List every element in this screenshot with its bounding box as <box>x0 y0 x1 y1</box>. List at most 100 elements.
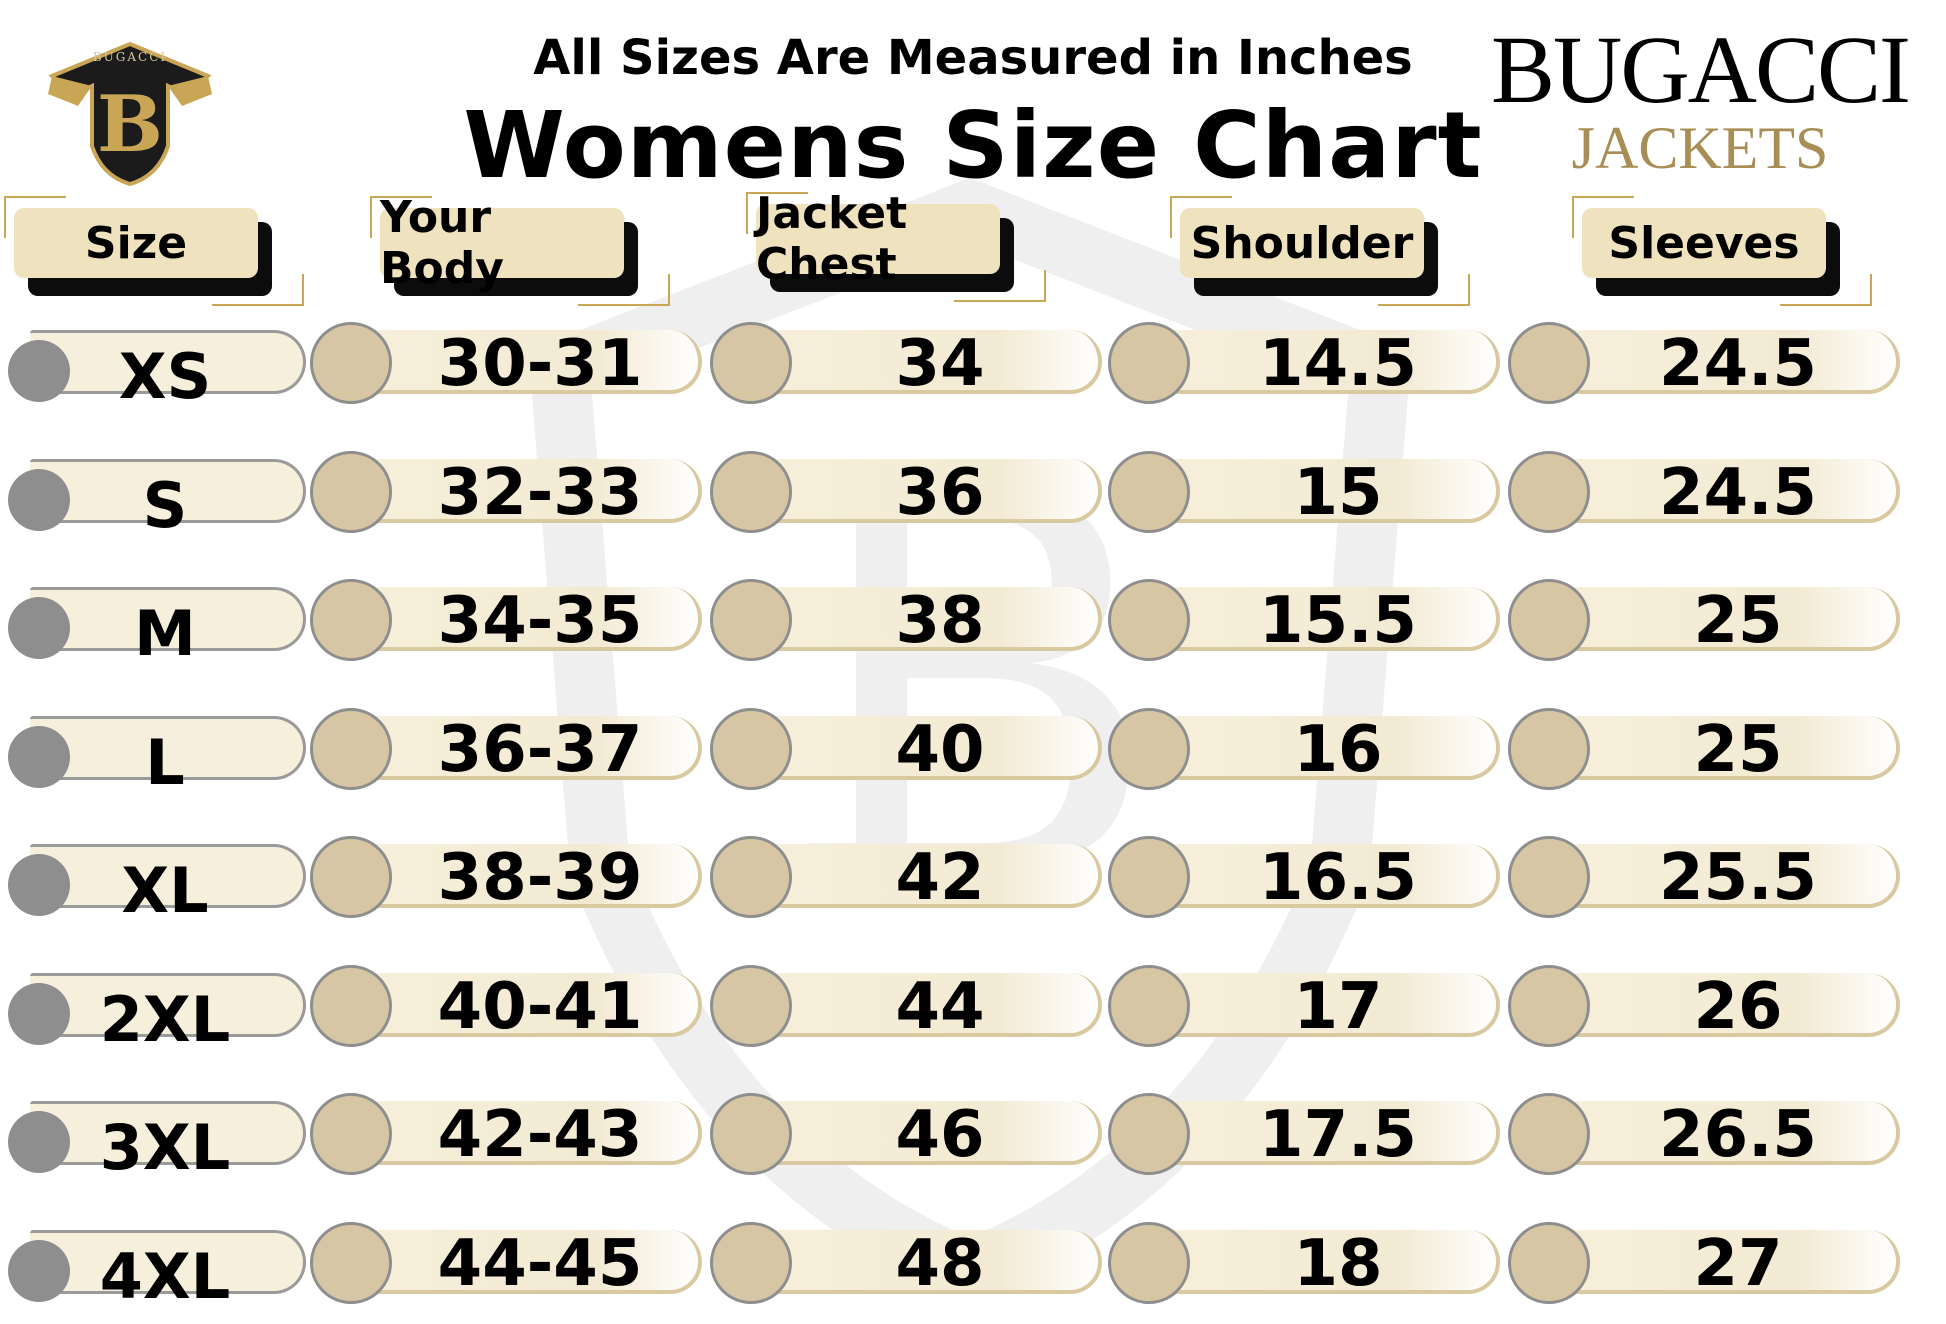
value-label: 32-33 <box>437 456 643 530</box>
value-bar <box>770 587 1102 651</box>
value-bar <box>1168 716 1500 780</box>
value-bar <box>1568 1101 1900 1165</box>
value-circle <box>710 579 792 661</box>
value-circle <box>710 965 792 1047</box>
value-bar <box>770 459 1102 523</box>
value-circle <box>1108 708 1190 790</box>
value-bar <box>770 716 1102 780</box>
value-bar <box>1568 716 1900 780</box>
value-bar <box>370 1101 702 1165</box>
value-bar <box>1168 1230 1500 1294</box>
page-title: Womens Size Chart <box>463 92 1483 199</box>
bugacci-logo: B BUGACCI <box>48 36 212 187</box>
value-circle <box>310 708 392 790</box>
value-circle <box>310 1093 392 1175</box>
measurement-cell: 25 <box>1508 702 1904 798</box>
size-cell: S <box>0 445 310 542</box>
value-bar <box>1568 330 1900 394</box>
value-label: 34-35 <box>437 584 643 658</box>
value-bar <box>370 459 702 523</box>
header-corner <box>1170 196 1232 238</box>
value-bar <box>1168 459 1500 523</box>
measurement-cell: 18 <box>1108 1216 1504 1312</box>
header-label: Shoulder <box>1180 208 1424 278</box>
value-circle <box>710 708 792 790</box>
measurement-cell: 24.5 <box>1508 445 1904 541</box>
measurement-cell: 42 <box>710 830 1106 926</box>
value-bar <box>370 973 702 1037</box>
size-cell: L <box>0 702 310 799</box>
value-label: 42 <box>895 841 985 915</box>
size-cell: XS <box>0 316 310 413</box>
value-label: 36-37 <box>437 713 643 787</box>
value-circle <box>1508 451 1590 533</box>
measurement-cell: 17 <box>1108 959 1504 1055</box>
size-label: XL <box>121 853 209 927</box>
value-bar <box>1168 330 1500 394</box>
size-label: 4XL <box>99 1239 231 1313</box>
size-bar <box>30 330 306 394</box>
value-bar <box>770 1101 1102 1165</box>
header-label: Your Body <box>380 192 624 294</box>
measurement-cell: 40 <box>710 702 1106 798</box>
value-bar <box>370 1230 702 1294</box>
measurement-cell: 27 <box>1508 1216 1904 1312</box>
size-label: S <box>142 468 188 542</box>
measurement-cell: 46 <box>710 1087 1106 1183</box>
value-label: 46 <box>895 1098 985 1172</box>
size-cell: 3XL <box>0 1087 310 1184</box>
value-label: 17.5 <box>1259 1098 1417 1172</box>
value-bar <box>370 587 702 651</box>
value-circle <box>1108 965 1190 1047</box>
measurement-cell: 42-43 <box>310 1087 706 1183</box>
brand-wordmark: BUGACCI JACKETS <box>1490 22 1911 181</box>
measurement-cell: 38-39 <box>310 830 706 926</box>
measurement-cell: 24.5 <box>1508 316 1904 412</box>
measurement-cell: 26 <box>1508 959 1904 1055</box>
measurement-cell: 16 <box>1108 702 1504 798</box>
value-bar <box>1568 844 1900 908</box>
column-header: Sleeves <box>1572 196 1872 306</box>
value-bar <box>1568 1230 1900 1294</box>
value-bar <box>1168 1101 1500 1165</box>
brand-subtitle: JACKETS <box>1571 115 1829 181</box>
header-label: Jacket Chest <box>756 188 1000 290</box>
value-label: 17 <box>1293 970 1383 1044</box>
value-label: 14.5 <box>1259 327 1417 401</box>
value-label: 24.5 <box>1659 456 1817 530</box>
value-label: 38 <box>895 584 985 658</box>
size-dot <box>8 854 70 916</box>
value-label: 16 <box>1293 713 1383 787</box>
value-bar <box>770 973 1102 1037</box>
value-circle <box>1508 579 1590 661</box>
value-label: 30-31 <box>437 327 643 401</box>
value-label: 26.5 <box>1659 1098 1817 1172</box>
measurement-cell: 44-45 <box>310 1216 706 1312</box>
value-bar <box>770 330 1102 394</box>
value-circle <box>1508 965 1590 1047</box>
measurement-cell: 36 <box>710 445 1106 541</box>
header-corner <box>212 274 304 306</box>
size-label: XS <box>118 339 212 413</box>
value-circle <box>310 579 392 661</box>
size-bar <box>30 973 306 1037</box>
value-label: 25 <box>1693 584 1783 658</box>
size-bar <box>30 1230 306 1294</box>
size-bar <box>30 1101 306 1165</box>
value-label: 24.5 <box>1659 327 1817 401</box>
value-circle <box>1108 322 1190 404</box>
size-dot <box>8 340 70 402</box>
header-corner <box>954 270 1046 302</box>
value-bar <box>370 844 702 908</box>
value-bar <box>370 716 702 780</box>
value-bar <box>770 844 1102 908</box>
value-circle <box>1508 708 1590 790</box>
size-dot <box>8 597 70 659</box>
size-dot <box>8 469 70 531</box>
value-bar <box>1168 844 1500 908</box>
value-label: 44 <box>895 970 985 1044</box>
value-circle <box>1508 1222 1590 1304</box>
value-circle <box>310 1222 392 1304</box>
size-cell: XL <box>0 830 310 927</box>
header-label: Sleeves <box>1582 208 1826 278</box>
